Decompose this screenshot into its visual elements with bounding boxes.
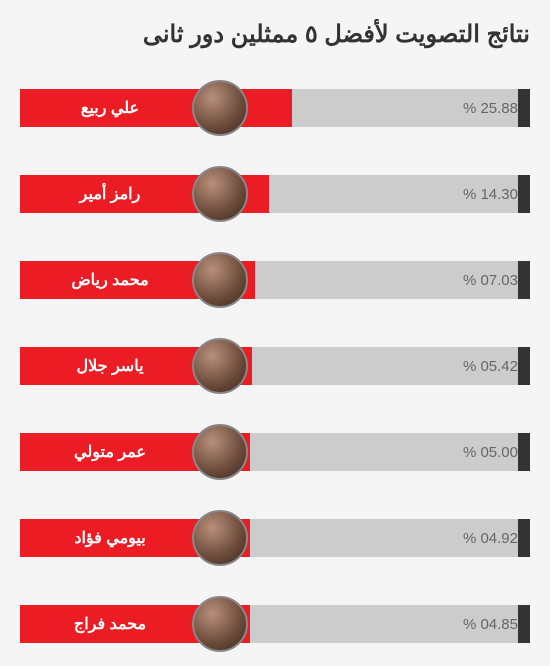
actor-avatar: [192, 338, 248, 394]
actor-avatar: [192, 596, 248, 652]
actor-name: محمد رياض: [20, 261, 200, 299]
vote-bar: 25.88 %: [240, 89, 530, 127]
results-list: علي ربيع 25.88 % رامز أمير 14.30 % محمد …: [20, 84, 530, 648]
bar-fill-grey: 04.85 %: [250, 605, 518, 643]
percent-label: 04.92 %: [463, 530, 518, 547]
vote-bar: 04.92 %: [240, 519, 530, 557]
percent-label: 25.88 %: [463, 100, 518, 117]
actor-name: علي ربيع: [20, 89, 200, 127]
vote-bar: 05.00 %: [240, 433, 530, 471]
bar-fill-grey: 05.42 %: [252, 347, 518, 385]
percent-label: 14.30 %: [463, 186, 518, 203]
result-row: محمد فراج 04.85 %: [20, 600, 530, 648]
vote-bar: 07.03 %: [240, 261, 530, 299]
bar-fill-grey: 04.92 %: [250, 519, 518, 557]
actor-name: ياسر جلال: [20, 347, 200, 385]
actor-avatar: [192, 424, 248, 480]
result-row: ياسر جلال 05.42 %: [20, 342, 530, 390]
percent-label: 04.85 %: [463, 616, 518, 633]
actor-avatar: [192, 510, 248, 566]
bar-cap-dark: [518, 433, 530, 471]
bar-cap-dark: [518, 347, 530, 385]
percent-label: 05.42 %: [463, 358, 518, 375]
actor-avatar: [192, 80, 248, 136]
vote-bar: 04.85 %: [240, 605, 530, 643]
bar-cap-dark: [518, 519, 530, 557]
percent-label: 05.00 %: [463, 444, 518, 461]
actor-name: عمر متولي: [20, 433, 200, 471]
actor-name: محمد فراج: [20, 605, 200, 643]
result-row: علي ربيع 25.88 %: [20, 84, 530, 132]
result-row: رامز أمير 14.30 %: [20, 170, 530, 218]
page-title: نتائج التصويت لأفضل ٥ ممثلين دور ثانى: [20, 20, 530, 49]
result-row: محمد رياض 07.03 %: [20, 256, 530, 304]
actor-avatar: [192, 252, 248, 308]
actor-name: رامز أمير: [20, 175, 200, 213]
vote-bar: 05.42 %: [240, 347, 530, 385]
percent-label: 07.03 %: [463, 272, 518, 289]
bar-cap-dark: [518, 89, 530, 127]
actor-avatar: [192, 166, 248, 222]
bar-cap-dark: [518, 261, 530, 299]
bar-fill-grey: 05.00 %: [250, 433, 518, 471]
result-row: بيومي فؤاد 04.92 %: [20, 514, 530, 562]
bar-fill-grey: 07.03 %: [255, 261, 519, 299]
bar-fill-grey: 14.30 %: [269, 175, 518, 213]
bar-cap-dark: [518, 605, 530, 643]
bar-fill-grey: 25.88 %: [292, 89, 518, 127]
actor-name: بيومي فؤاد: [20, 519, 200, 557]
result-row: عمر متولي 05.00 %: [20, 428, 530, 476]
bar-cap-dark: [518, 175, 530, 213]
vote-bar: 14.30 %: [240, 175, 530, 213]
